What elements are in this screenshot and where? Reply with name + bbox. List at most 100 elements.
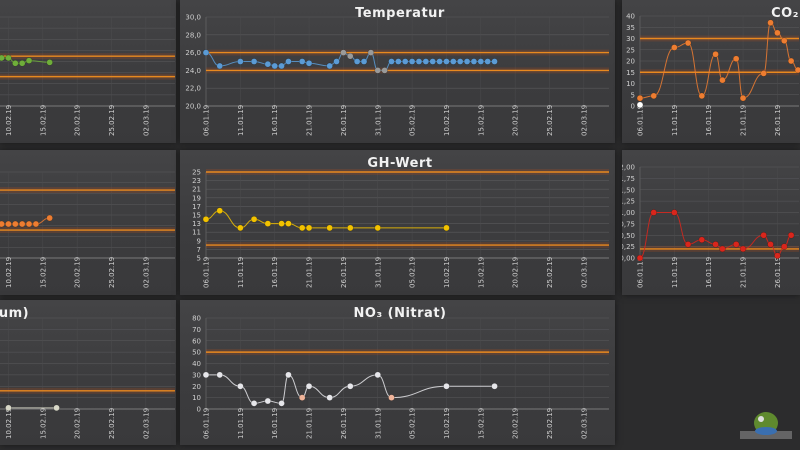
x-tick-label: 16.01.19 [705, 105, 713, 136]
data-point [443, 224, 450, 232]
data-point [671, 44, 678, 51]
y-tick-label: 0,50 [622, 232, 635, 240]
data-point [250, 216, 258, 223]
x-tick-label: 10.02.19 [443, 105, 451, 136]
x-tick-label: 31.01.19 [374, 105, 382, 136]
data-point [774, 252, 781, 259]
x-tick-label: 15.02.19 [477, 257, 485, 288]
data-point [285, 58, 292, 65]
data-point [285, 220, 292, 227]
data-point [367, 49, 375, 56]
y-tick-label: 22,0 [185, 85, 201, 93]
x-tick-label: 02.03.19 [580, 408, 588, 439]
x-tick-label: 20.02.19 [512, 257, 520, 288]
x-tick-label: 06.01.19 [637, 257, 645, 288]
x-tick-label: 25.02.19 [108, 257, 116, 288]
chart-co2: 0 5 10 15 20 25 30 35 40 06.01.19 11.01.19 16.01.19… [626, 13, 800, 136]
data-point [698, 92, 706, 100]
data-point [216, 62, 223, 70]
chart-title-left-bottom: um) [0, 306, 30, 321]
data-point [698, 236, 706, 244]
y-tick-label: 25 [192, 169, 201, 177]
x-tick-label: 26.01.19 [340, 257, 348, 288]
data-point [326, 62, 333, 70]
chart-title-co2: CO₂ [771, 6, 799, 21]
x-tick-label: 20.02.19 [74, 105, 82, 136]
data-point [463, 58, 471, 65]
data-point [636, 94, 644, 102]
x-tick-label: 11.01.19 [237, 105, 245, 136]
data-point [760, 232, 767, 239]
data-point [787, 57, 795, 65]
data-point [250, 400, 258, 407]
y-tick-label: 0,00 [622, 255, 635, 263]
data-point [388, 394, 395, 401]
data-point [285, 371, 292, 379]
x-tick-label: 25.02.19 [546, 105, 554, 136]
data-point [298, 58, 306, 65]
data-point [12, 60, 19, 67]
data-point [767, 241, 774, 248]
x-tick-label: 16.01.19 [705, 257, 713, 288]
y-tick-label: 0,75 [622, 220, 635, 228]
x-tick-label: 10.02.19 [5, 257, 13, 288]
data-point [0, 54, 5, 62]
x-tick-label: 02.03.19 [142, 408, 150, 439]
data-point [298, 224, 306, 232]
chart-left-middle: 10.02.19 15.02.19 20.02.19 25.02.19 02.03.19 [0, 171, 175, 288]
data-point [395, 58, 402, 65]
x-tick-label: 11.01.19 [671, 105, 679, 136]
x-tick-label: 06.01.19 [203, 105, 211, 136]
x-tick-label: 10.02.19 [443, 257, 451, 288]
data-point [298, 394, 306, 401]
data-point [684, 241, 692, 248]
data-point [781, 243, 788, 250]
data-point [347, 383, 354, 390]
data-point [767, 19, 774, 26]
data-point [264, 220, 272, 227]
y-tick-label: 23 [192, 177, 201, 185]
data-point [18, 220, 26, 228]
data-point [422, 58, 430, 65]
x-tick-label: 25.02.19 [108, 105, 116, 136]
x-tick-label: 20.02.19 [512, 408, 520, 439]
x-tick-label: 05.02.19 [409, 105, 417, 136]
y-tick-label: 30 [192, 371, 201, 379]
x-tick-label: 26.01.19 [340, 105, 348, 136]
data-point [491, 383, 498, 390]
y-tick-label: 10 [626, 80, 635, 88]
x-tick-label: 10.02.19 [5, 105, 13, 136]
data-point [774, 29, 781, 37]
chart-panel-co2: 0 5 10 15 20 25 30 35 40 06.01.19 11.01.19 16.01.19… [622, 0, 800, 143]
chart-left-bottom: 10.02.19 15.02.19 20.02.19 25.02.19 02.03.19 [0, 317, 175, 439]
x-tick-label: 21.01.19 [306, 105, 314, 136]
data-point [5, 54, 12, 62]
data-point [347, 224, 354, 232]
y-tick-label: 0 [197, 406, 201, 414]
y-tick-label: 1,50 [622, 186, 635, 194]
data-point [712, 51, 719, 58]
y-tick-label: 11 [192, 229, 201, 237]
data-point [333, 58, 340, 65]
x-tick-label: 25.02.19 [108, 408, 116, 439]
y-tick-label: 30 [626, 35, 635, 43]
data-point [712, 241, 719, 248]
data-point [456, 58, 464, 65]
data-point [25, 220, 33, 228]
data-point [719, 245, 726, 253]
data-point [18, 60, 26, 67]
data-point [46, 214, 53, 222]
y-tick-label: 20 [626, 58, 635, 66]
x-tick-label: 02.03.19 [580, 105, 588, 136]
data-point [46, 59, 53, 66]
data-point [202, 371, 210, 379]
data-point [53, 404, 60, 412]
data-point [794, 66, 800, 74]
y-tick-label: 30,0 [185, 14, 201, 22]
x-tick-label: 11.01.19 [237, 408, 245, 439]
data-point [305, 60, 313, 67]
x-tick-label: 26.01.19 [340, 408, 348, 439]
data-point [477, 58, 485, 65]
data-point [388, 58, 395, 65]
y-tick-label: 19 [192, 194, 201, 202]
